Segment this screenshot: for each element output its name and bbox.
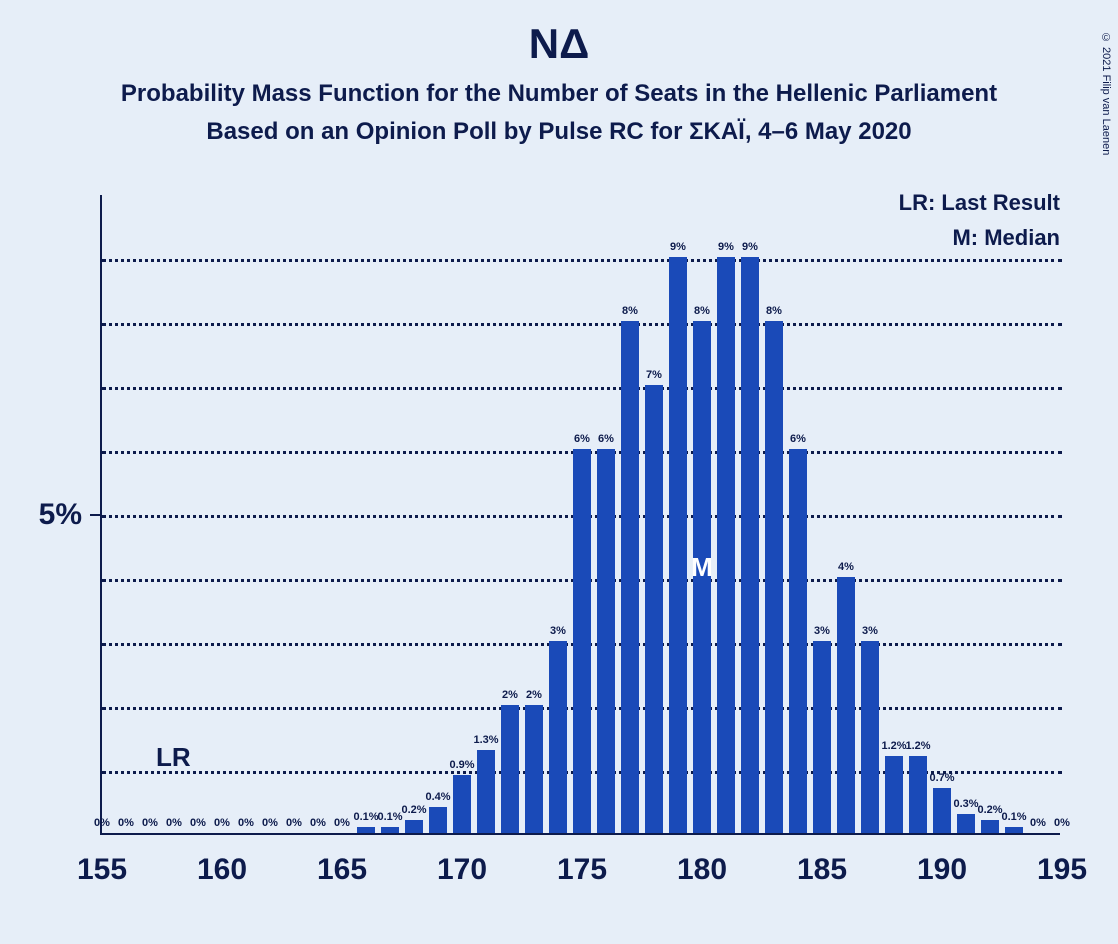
bar (381, 827, 400, 833)
bar-value-label: 0% (142, 817, 158, 829)
bar (1005, 827, 1024, 833)
bar (405, 820, 424, 833)
bar-value-label: 7% (646, 369, 662, 381)
bar-value-label: 3% (814, 625, 830, 637)
gridline (102, 323, 1062, 326)
bar-value-label: 2% (526, 689, 542, 701)
bar (861, 641, 880, 833)
bar (429, 807, 448, 833)
bar-value-label: 0% (310, 817, 326, 829)
x-axis-label: 165 (317, 853, 367, 887)
bar-value-label: 8% (766, 305, 782, 317)
bar (501, 705, 520, 833)
bar-value-label: 0.1% (353, 811, 378, 823)
bar-value-label: 0.7% (929, 772, 954, 784)
plot-area: 5%1551601651701751801851901950%0%0%0%0%0… (100, 195, 1060, 835)
bar-value-label: 0% (166, 817, 182, 829)
chart-area: 5%1551601651701751801851901950%0%0%0%0%0… (100, 195, 1060, 835)
bar (597, 449, 616, 833)
bar-value-label: 0% (262, 817, 278, 829)
bar (645, 385, 664, 833)
bar (813, 641, 832, 833)
bar-value-label: 0% (190, 817, 206, 829)
bar (837, 577, 856, 833)
bar-value-label: 0% (238, 817, 254, 829)
bar (357, 827, 376, 833)
bar-value-label: 9% (742, 241, 758, 253)
bar (909, 756, 928, 833)
copyright-text: © 2021 Filip van Laenen (1100, 32, 1112, 155)
bar-value-label: 0.4% (425, 791, 450, 803)
x-axis-label: 185 (797, 853, 847, 887)
x-axis-label: 180 (677, 853, 727, 887)
gridline (102, 259, 1062, 262)
bar-value-label: 0.2% (977, 804, 1002, 816)
bar (669, 257, 688, 833)
legend-median: M: Median (952, 225, 1060, 251)
y-tick-mark (90, 514, 102, 516)
chart-subtitle-1: Probability Mass Function for the Number… (0, 80, 1118, 108)
bar (741, 257, 760, 833)
bar (981, 820, 1000, 833)
bar (789, 449, 808, 833)
x-axis-label: 160 (197, 853, 247, 887)
bar-value-label: 8% (622, 305, 638, 317)
bar-value-label: 0.1% (1001, 811, 1026, 823)
bar-value-label: 2% (502, 689, 518, 701)
bar-value-label: 0% (286, 817, 302, 829)
bar (933, 788, 952, 833)
bar-value-label: 1.2% (905, 740, 930, 752)
bar (477, 750, 496, 833)
bar-value-label: 1.3% (473, 734, 498, 746)
bar-value-label: 0.9% (449, 759, 474, 771)
x-axis-label: 195 (1037, 853, 1087, 887)
chart-subtitle-2: Based on an Opinion Poll by Pulse RC for… (0, 118, 1118, 146)
bar-value-label: 3% (550, 625, 566, 637)
bar-value-label: 0.1% (377, 811, 402, 823)
gridline (102, 387, 1062, 390)
bar-value-label: 9% (670, 241, 686, 253)
median-marker: M (691, 552, 713, 583)
bar (885, 756, 904, 833)
bar-value-label: 0% (334, 817, 350, 829)
bar-value-label: 3% (862, 625, 878, 637)
bar-value-label: 0.3% (953, 798, 978, 810)
bar-value-label: 0% (1030, 817, 1046, 829)
bar-value-label: 8% (694, 305, 710, 317)
bar-value-label: 6% (574, 433, 590, 445)
x-axis-label: 170 (437, 853, 487, 887)
chart-title: ΝΔ (0, 20, 1118, 68)
bar (549, 641, 568, 833)
x-axis-label: 175 (557, 853, 607, 887)
bar (621, 321, 640, 833)
x-axis-label: 155 (77, 853, 127, 887)
y-axis-label-5: 5% (12, 498, 82, 532)
bar-value-label: 0% (94, 817, 110, 829)
bar-value-label: 1.2% (881, 740, 906, 752)
bar (717, 257, 736, 833)
bar-value-label: 0.2% (401, 804, 426, 816)
last-result-marker: LR (156, 742, 191, 773)
bar-value-label: 9% (718, 241, 734, 253)
bar (765, 321, 784, 833)
bar-value-label: 6% (790, 433, 806, 445)
bar-value-label: 0% (118, 817, 134, 829)
legend-last-result: LR: Last Result (899, 190, 1060, 216)
bar (573, 449, 592, 833)
bar (957, 814, 976, 833)
bar-value-label: 0% (214, 817, 230, 829)
bar-value-label: 4% (838, 561, 854, 573)
x-axis-label: 190 (917, 853, 967, 887)
bar (453, 775, 472, 833)
bar-value-label: 0% (1054, 817, 1070, 829)
bar-value-label: 6% (598, 433, 614, 445)
bar (525, 705, 544, 833)
